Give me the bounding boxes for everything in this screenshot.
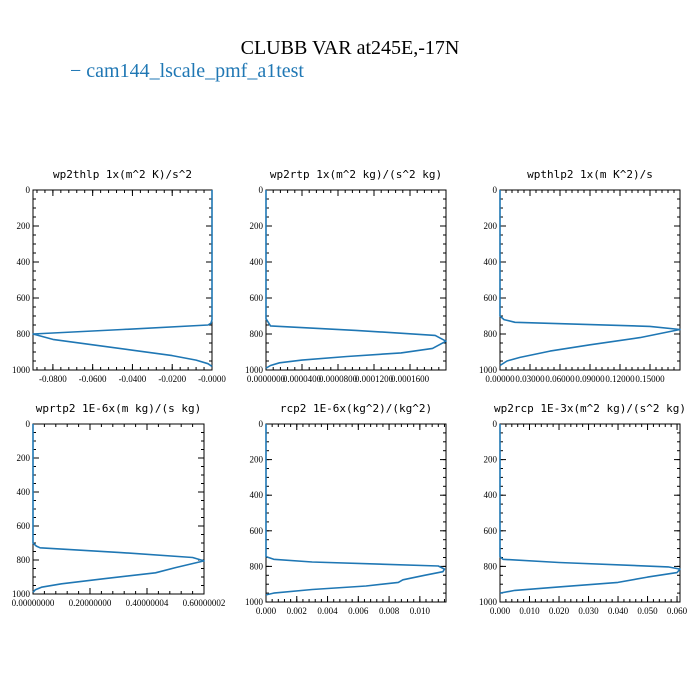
y-tick-label: 0	[493, 185, 498, 195]
x-tick-label: 0.09000	[575, 374, 605, 384]
y-tick-label: 800	[17, 555, 31, 565]
panels: wp2thlp 1x(m^2 K)/s^2 -0.0800 -0.0600 -0.04…	[12, 168, 688, 616]
panel-title: wp2rcp 1E-3x(m^2 kg)/(s^2 kg)	[494, 402, 686, 415]
y-tick-label: 800	[250, 561, 264, 571]
plot-frame	[499, 189, 681, 371]
x-tick-label: 0.010	[410, 606, 431, 616]
y-tick-label: 1000	[12, 589, 31, 599]
chart-panel: wp2rtp 1x(m^2 kg)/(s^2 kg)0.00000000.000…	[245, 168, 447, 384]
y-tick-label: 800	[484, 561, 498, 571]
y-tick-label: 600	[250, 526, 264, 536]
x-tick-label: 0.03000	[515, 374, 545, 384]
y-tick-label: 200	[250, 455, 264, 465]
plot-frame	[265, 189, 447, 371]
x-tick-label: 0.020	[549, 606, 570, 616]
figure-title: CLUBB VAR at245E,-17N	[241, 37, 460, 59]
x-tick-label: -0.0200	[158, 374, 186, 384]
panel-title: wprtp2 1E-6x(m kg)/(s kg)	[36, 402, 202, 415]
x-tick-label: -0.0600	[79, 374, 107, 384]
y-tick-label: 1000	[479, 597, 498, 607]
y-tick-label: 0	[26, 419, 31, 429]
x-tick-label: 0.000	[490, 606, 511, 616]
chart-panel: wprtp2 1E-6x(m kg)/(s kg) 0.00000000 0.200…	[12, 402, 226, 608]
legend-entry: − cam144_lscale_pmf_a1test	[70, 60, 304, 82]
series-line	[265, 190, 447, 369]
y-tick-label: 0	[493, 419, 498, 429]
x-tick-label: -0.0000	[198, 374, 226, 384]
plot-frame	[32, 189, 213, 371]
x-tick-label: 0.0001600	[391, 374, 430, 384]
series-line	[499, 190, 681, 367]
panel-title: wpthlp2 1x(m K^2)/s	[527, 168, 653, 181]
x-tick-label: 0.040	[608, 606, 629, 616]
x-tick-label: -0.0400	[119, 374, 147, 384]
y-tick-label: 1000	[245, 597, 264, 607]
y-tick-label: 1000	[479, 365, 498, 375]
series-line	[32, 424, 205, 593]
x-tick-label: 0.008	[379, 606, 400, 616]
x-tick-label: 0.0000400	[283, 374, 322, 384]
y-tick-label: 200	[484, 455, 498, 465]
x-tick-label: 0.00000	[485, 374, 515, 384]
y-tick-label: 0	[259, 185, 264, 195]
y-tick-label: 200	[17, 221, 31, 231]
x-tick-label: 0.010	[519, 606, 540, 616]
x-tick-label: 0.0000000	[247, 374, 286, 384]
series-line	[265, 424, 446, 596]
x-tick-label: 0.12000	[605, 374, 635, 384]
x-tick-label: 0.004	[317, 606, 338, 616]
panel-title: wp2thlp 1x(m^2 K)/s^2	[53, 168, 192, 181]
y-tick-label: 400	[250, 490, 264, 500]
y-tick-label: 800	[17, 329, 31, 339]
y-tick-label: 400	[17, 487, 31, 497]
panel-title: rcp2 1E-6x(kg^2)/(kg^2)	[280, 402, 432, 415]
x-tick-label: 0.60000002	[183, 598, 226, 608]
y-tick-label: 600	[17, 521, 31, 531]
y-tick-label: 1000	[12, 365, 31, 375]
y-tick-label: 200	[250, 221, 264, 231]
x-tick-label: 0.20000000	[69, 598, 112, 608]
series-line	[499, 424, 681, 594]
y-tick-label: 400	[17, 257, 31, 267]
plot-frame	[499, 423, 681, 603]
x-tick-label: 0.002	[287, 606, 307, 616]
x-tick-label: -0.0800	[39, 374, 67, 384]
y-tick-label: 0	[26, 185, 31, 195]
x-tick-label: 0.000	[256, 606, 277, 616]
y-tick-label: 0	[259, 419, 264, 429]
y-tick-label: 200	[484, 221, 498, 231]
x-tick-label: 0.0001200	[355, 374, 394, 384]
y-tick-label: 200	[17, 453, 31, 463]
x-tick-label: 0.40000004	[126, 598, 169, 608]
x-tick-label: 0.00000000	[12, 598, 55, 608]
y-tick-label: 600	[250, 293, 264, 303]
series-line	[32, 190, 213, 368]
x-tick-label: 0.15000	[635, 374, 665, 384]
x-tick-label: 0.06000	[545, 374, 575, 384]
y-tick-label: 800	[484, 329, 498, 339]
y-tick-label: 800	[250, 329, 264, 339]
chart-panel: wp2thlp 1x(m^2 K)/s^2 -0.0800 -0.0600 -0.04…	[12, 168, 226, 384]
chart-panel: rcp2 1E-6x(kg^2)/(kg^2) 0.000 0.002 0.004 0.…	[245, 402, 447, 616]
x-tick-label: 0.060	[667, 606, 688, 616]
y-tick-label: 400	[484, 257, 498, 267]
chart-panel: wp2rcp 1E-3x(m^2 kg)/(s^2 kg) 0.000 0.010 0…	[479, 402, 688, 616]
y-tick-label: 1000	[245, 365, 264, 375]
x-tick-label: 0.030	[578, 606, 599, 616]
x-tick-label: 0.006	[348, 606, 369, 616]
y-tick-label: 400	[484, 490, 498, 500]
y-tick-label: 600	[484, 526, 498, 536]
plot-frame	[32, 423, 205, 595]
y-tick-label: 400	[250, 257, 264, 267]
plot-frame	[265, 423, 447, 603]
chart-panel: wpthlp2 1x(m K^2)/s 0.00000 0.03000 0.06000…	[479, 168, 681, 384]
panel-title: wp2rtp 1x(m^2 kg)/(s^2 kg)	[270, 168, 442, 181]
x-tick-label: 0.050	[637, 606, 658, 616]
x-tick-label: 0.0000800	[319, 374, 358, 384]
y-tick-label: 600	[484, 293, 498, 303]
y-tick-label: 600	[17, 293, 31, 303]
